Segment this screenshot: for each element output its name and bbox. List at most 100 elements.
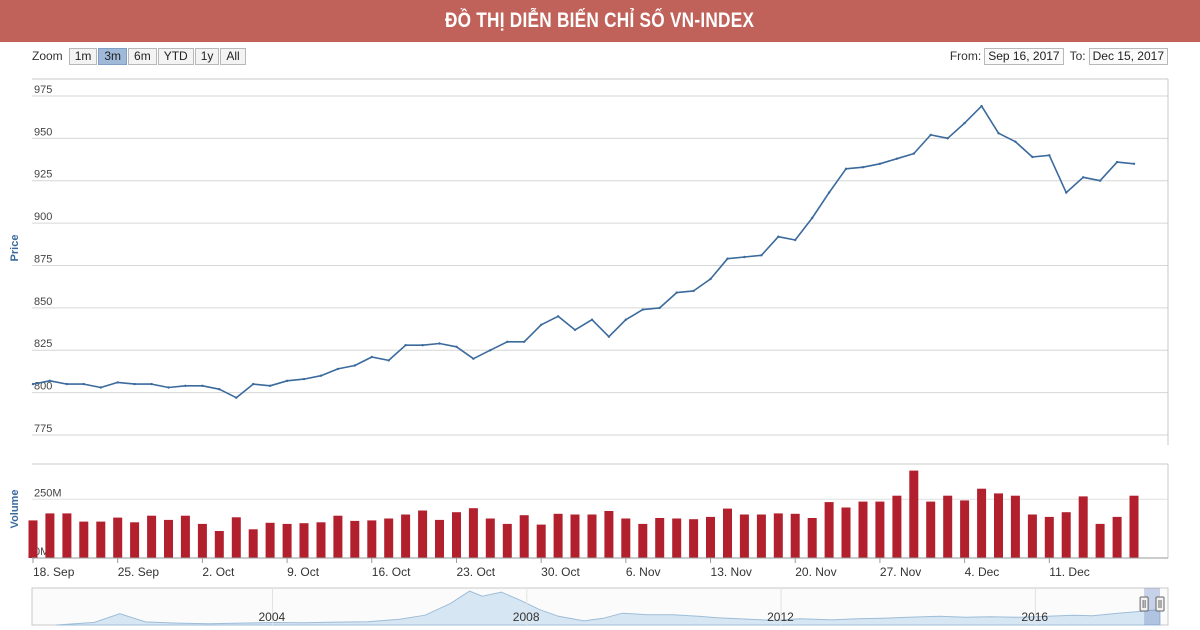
price-tick-label: 775: [34, 423, 52, 435]
volume-bar: [384, 518, 394, 558]
price-point: [929, 133, 932, 137]
volume-bar: [689, 519, 699, 558]
zoom-button-1m[interactable]: 1m: [68, 47, 98, 65]
price-point: [1065, 191, 1068, 194]
x-tick-label: 9. Oct: [287, 565, 320, 579]
price-point: [472, 357, 475, 360]
volume-bar: [1095, 523, 1105, 558]
volume-bar: [841, 507, 851, 558]
volume-bar: [960, 500, 970, 558]
zoom-button-all[interactable]: All: [220, 47, 246, 65]
to-date-input[interactable]: Dec 15, 2017: [1088, 47, 1168, 65]
volume-bar: [739, 514, 749, 558]
navigator-handle[interactable]: [1155, 596, 1165, 612]
price-point: [573, 328, 577, 332]
price-point: [963, 121, 966, 125]
x-tick-label: 4. Dec: [965, 565, 1000, 579]
price-point: [252, 382, 255, 386]
volume-bar: [943, 495, 953, 558]
price-point: [201, 384, 204, 387]
x-tick-label: 6. Nov: [626, 565, 661, 579]
volume-bar: [79, 521, 89, 558]
volume-bar: [1129, 495, 1139, 558]
price-point: [540, 323, 543, 326]
price-point: [387, 359, 390, 362]
price-point: [285, 379, 289, 382]
price-point: [743, 255, 746, 259]
price-point: [1132, 162, 1136, 165]
price-point: [48, 379, 52, 382]
price-tick-label: 875: [34, 253, 52, 265]
price-point: [1115, 160, 1119, 164]
volume-bar: [197, 523, 207, 558]
volume-bar: [994, 493, 1003, 558]
price-series-line: [32, 105, 1135, 399]
navigator-handle-grip: [1155, 596, 1165, 612]
price-point: [1082, 176, 1085, 179]
title-banner: ĐỒ THỊ DIỄN BIẾN CHỈ SỐ VN-INDEX: [0, 0, 1200, 42]
volume-bar: [773, 513, 783, 558]
volume-bar: [333, 515, 343, 558]
price-point: [455, 345, 458, 348]
navigator-tick-label: 2012: [767, 610, 794, 624]
price-point: [861, 166, 865, 169]
volume-bar: [316, 522, 326, 558]
zoom-button-1y[interactable]: 1y: [194, 47, 220, 65]
volume-bar: [1061, 512, 1071, 558]
x-tick-label: 30. Oct: [541, 565, 580, 579]
price-point: [353, 364, 356, 367]
volume-bar: [519, 515, 529, 558]
zoom-label: Zoom: [32, 49, 63, 63]
price-point: [99, 386, 103, 389]
price-point: [506, 340, 509, 343]
price-point: [421, 344, 424, 347]
volume-bar: [28, 520, 38, 558]
price-point: [878, 162, 882, 165]
volume-bar: [468, 508, 478, 558]
volume-bar: [604, 511, 614, 558]
volume-bar: [1044, 516, 1054, 558]
price-point: [912, 152, 915, 155]
price-point: [116, 381, 119, 384]
volume-bar: [299, 523, 309, 558]
volume-bar: [1027, 514, 1037, 558]
price-point: [1048, 154, 1051, 157]
price-point: [895, 157, 899, 160]
price-point: [1098, 179, 1102, 182]
volume-bar: [248, 529, 258, 558]
x-tick-label: 16. Oct: [372, 565, 411, 579]
price-point: [523, 340, 526, 343]
price-point: [133, 382, 136, 386]
zoom-button-3m[interactable]: 3m: [98, 47, 128, 65]
x-tick-label: 13. Nov: [711, 565, 752, 579]
navigator-handle[interactable]: [1139, 596, 1149, 612]
price-point: [811, 216, 814, 220]
price-point: [624, 318, 627, 321]
x-tick-label: 18. Sep: [33, 565, 75, 579]
volume-bar: [621, 518, 631, 558]
price-point: [946, 137, 949, 140]
volume-bar: [587, 514, 597, 558]
price-point: [827, 191, 831, 194]
volume-bar: [452, 512, 461, 558]
price-point: [760, 254, 763, 257]
zoom-button-6m[interactable]: 6m: [128, 47, 157, 65]
price-tick-label: 975: [34, 84, 52, 96]
volume-bar: [485, 518, 495, 558]
price-tick-label: 950: [34, 126, 52, 138]
from-date-input[interactable]: Sep 16, 2017: [984, 47, 1064, 65]
price-point: [777, 235, 780, 238]
navigator-handle-grip: [1139, 596, 1149, 612]
price-tick-label: 925: [34, 169, 52, 181]
volume-bar: [130, 522, 140, 558]
zoom-button-ytd[interactable]: YTD: [157, 47, 194, 65]
volume-bar: [282, 523, 292, 558]
price-point: [336, 367, 340, 371]
volume-bar: [638, 523, 648, 558]
volume-bar: [180, 515, 190, 558]
volume-bar: [502, 523, 512, 558]
price-axis-label: Price: [9, 235, 21, 262]
x-tick-label: 23. Oct: [456, 565, 495, 579]
price-point: [302, 377, 306, 381]
